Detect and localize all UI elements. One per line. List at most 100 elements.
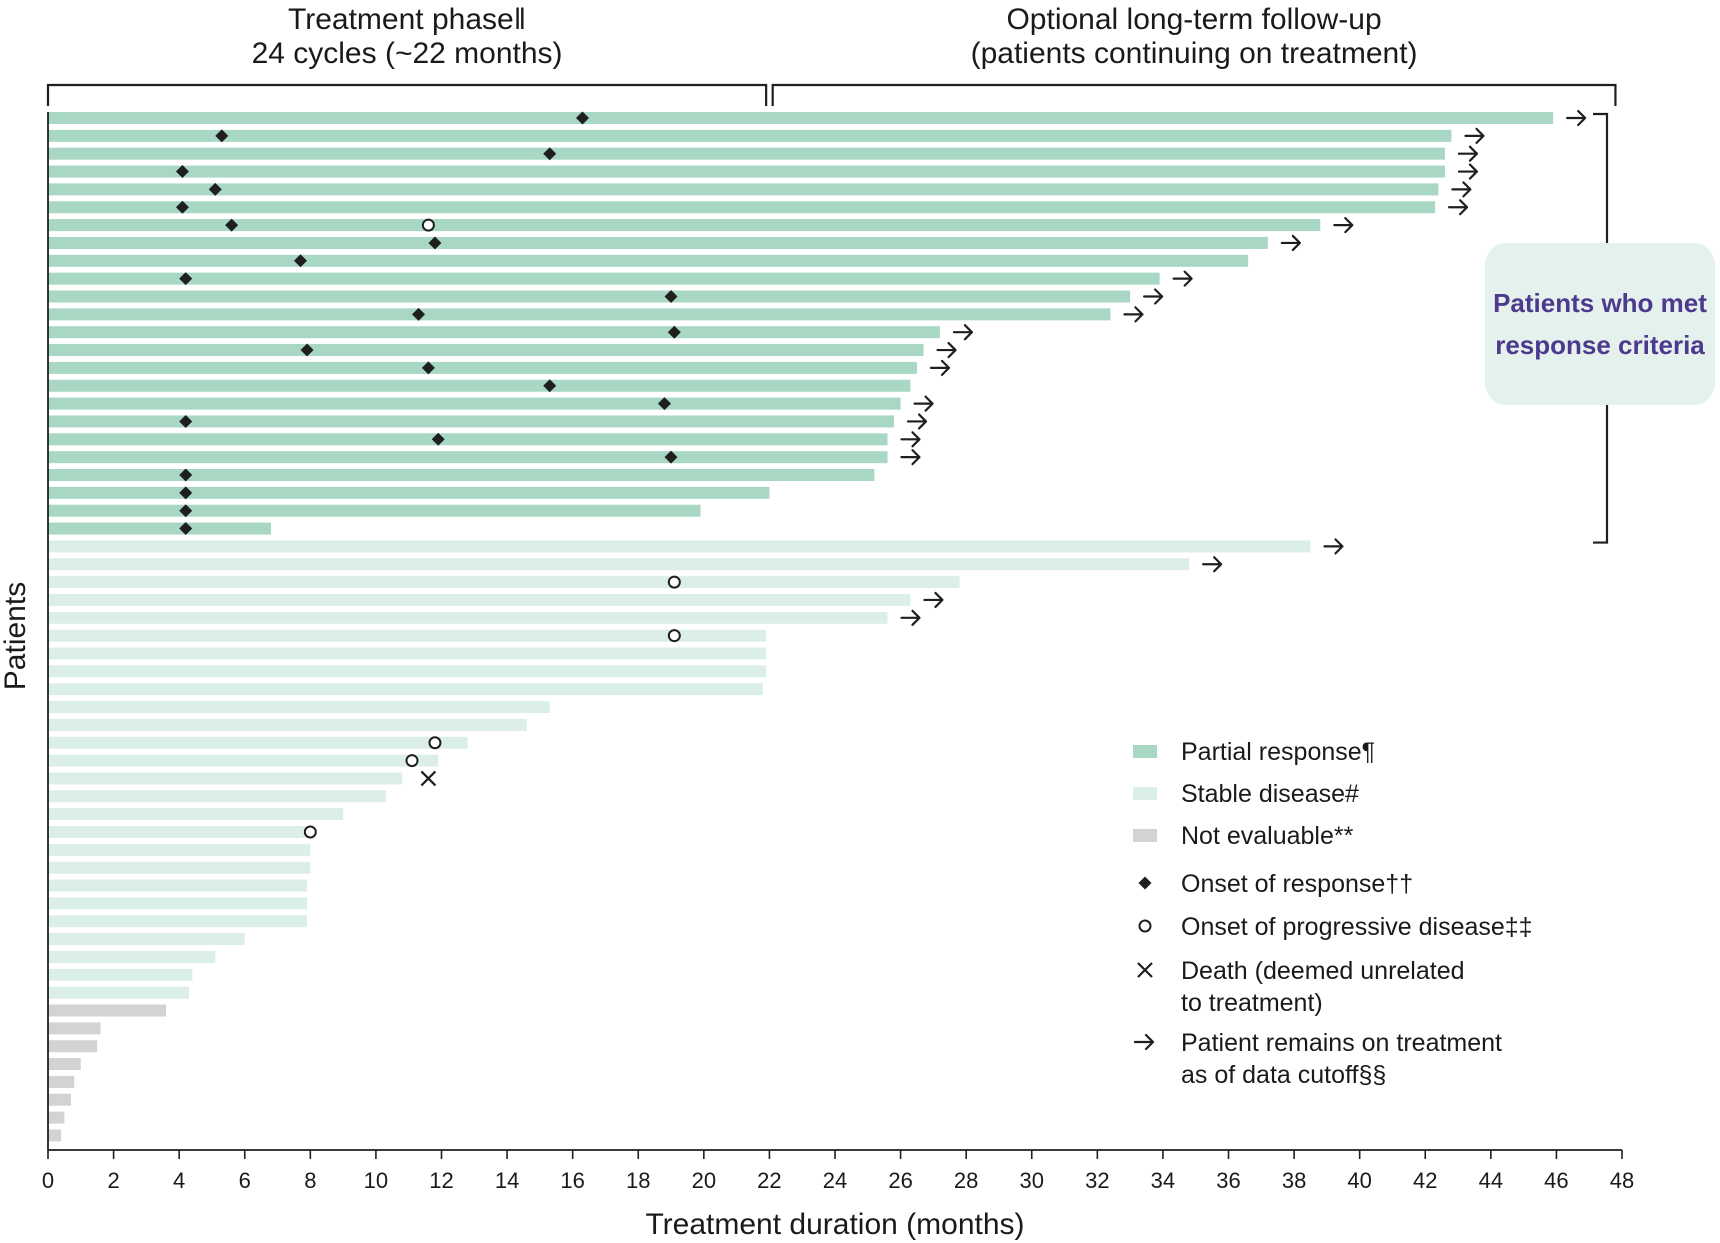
- patient-bar: [48, 933, 245, 946]
- x-tick-label: 14: [495, 1168, 519, 1193]
- patient-bar: [48, 147, 1445, 160]
- x-tick-label: 32: [1085, 1168, 1109, 1193]
- patient-bar: [48, 183, 1439, 196]
- ongoing-arrow: [900, 449, 921, 466]
- x-tick-label: 12: [429, 1168, 453, 1193]
- patient-bar: [48, 290, 1131, 303]
- patient-bar: [48, 718, 527, 731]
- ongoing-arrow: [952, 324, 974, 341]
- x-tick-label: 26: [888, 1168, 912, 1193]
- response-marker: [225, 218, 239, 232]
- patient-bar: [48, 701, 550, 714]
- patient-bar: [48, 219, 1321, 232]
- x-tick-label: 30: [1020, 1168, 1044, 1193]
- patient-bar: [48, 397, 901, 410]
- legend-label: Stable disease#: [1181, 780, 1359, 808]
- patient-bar: [48, 1093, 71, 1106]
- patient-bar: [48, 308, 1111, 321]
- death-marker: [420, 770, 437, 787]
- ongoing-arrow: [1323, 538, 1344, 555]
- ongoing-arrow: [1447, 199, 1469, 216]
- patient-bar: [48, 361, 917, 374]
- patient-bar: [48, 1075, 75, 1088]
- phase-bracket: [46, 83, 768, 106]
- legend-swatch-sd: [1133, 787, 1157, 800]
- response-marker: [179, 272, 193, 286]
- ongoing-arrow: [936, 341, 957, 359]
- ongoing-arrow: [1451, 181, 1472, 198]
- patient-bar: [48, 647, 767, 660]
- patient-bar: [48, 504, 701, 517]
- ongoing-arrow: [1464, 127, 1485, 144]
- x-tick-label: 6: [239, 1168, 251, 1193]
- patient-bar: [48, 843, 311, 856]
- patient-bar: [48, 593, 911, 606]
- legend-label-line2: as of data cutoff§§: [1181, 1061, 1386, 1089]
- legend-circle-icon: [1138, 919, 1152, 933]
- patient-bar: [48, 879, 308, 892]
- patient-bar: [48, 808, 344, 821]
- x-tick-label: 34: [1151, 1168, 1175, 1193]
- response-marker: [179, 504, 193, 518]
- response-marker: [293, 254, 307, 268]
- patient-bar: [48, 1129, 62, 1142]
- response-marker: [175, 165, 189, 179]
- x-tick-label: 44: [1479, 1168, 1503, 1193]
- ongoing-arrow: [906, 413, 928, 430]
- legend-swatch-pr: [1133, 745, 1157, 758]
- response-marker: [215, 129, 229, 143]
- x-tick-label: 28: [954, 1168, 978, 1193]
- legend-label: Onset of progressive disease‡‡: [1181, 913, 1533, 941]
- x-axis-title: Treatment duration (months): [645, 1208, 1024, 1241]
- patient-bar: [48, 968, 193, 981]
- patient-bar: [48, 558, 1190, 571]
- patient-bar: [48, 272, 1160, 285]
- ongoing-arrow: [900, 431, 921, 448]
- x-tick-label: 10: [364, 1168, 388, 1193]
- ongoing-arrow: [1457, 163, 1479, 180]
- patient-bar: [48, 1058, 81, 1071]
- x-tick-label: 36: [1216, 1168, 1240, 1193]
- x-tick-label: 38: [1282, 1168, 1306, 1193]
- legend-label: Death (deemed unrelated: [1181, 957, 1465, 985]
- legend-label: Onset of response††: [1181, 870, 1413, 898]
- patient-bar: [48, 736, 468, 749]
- response-marker: [179, 486, 193, 500]
- response-marker: [543, 379, 557, 393]
- x-tick-label: 16: [560, 1168, 584, 1193]
- patient-bar: [48, 540, 1311, 553]
- phase-label-line1: Treatment phase‖: [288, 3, 526, 36]
- patient-bar: [48, 1111, 65, 1124]
- x-tick-label: 0: [42, 1168, 54, 1193]
- patient-bar: [48, 772, 403, 785]
- progression-marker: [421, 218, 435, 232]
- ongoing-arrow: [929, 359, 951, 376]
- response-marker: [543, 147, 557, 161]
- patient-bar: [48, 201, 1436, 214]
- ongoing-arrow: [900, 609, 921, 626]
- x-tick-label: 40: [1347, 1168, 1371, 1193]
- progression-marker: [405, 754, 419, 768]
- patient-bar: [48, 344, 924, 357]
- patient-bar: [48, 165, 1445, 178]
- phase-label-line1: Optional long-term follow-up: [1006, 3, 1381, 36]
- response-marker: [576, 111, 590, 125]
- response-marker: [208, 182, 222, 196]
- response-marker: [179, 468, 193, 482]
- patient-bar: [48, 379, 911, 392]
- legend-label: Not evaluable**: [1181, 822, 1354, 850]
- ongoing-arrow: [1457, 145, 1479, 162]
- patient-bar: [48, 665, 767, 678]
- patient-bar: [48, 611, 888, 624]
- x-tick-label: 8: [304, 1168, 316, 1193]
- response-marker: [412, 307, 426, 321]
- patient-bar: [48, 254, 1249, 267]
- patient-bar: [48, 1022, 101, 1035]
- patient-bar: [48, 986, 190, 999]
- patient-bar: [48, 112, 1554, 124]
- patient-bar: [48, 486, 770, 499]
- x-tick-label: 4: [173, 1168, 185, 1193]
- x-tick-label: 18: [626, 1168, 650, 1193]
- phase-label-line2: (patients continuing on treatment): [971, 37, 1418, 70]
